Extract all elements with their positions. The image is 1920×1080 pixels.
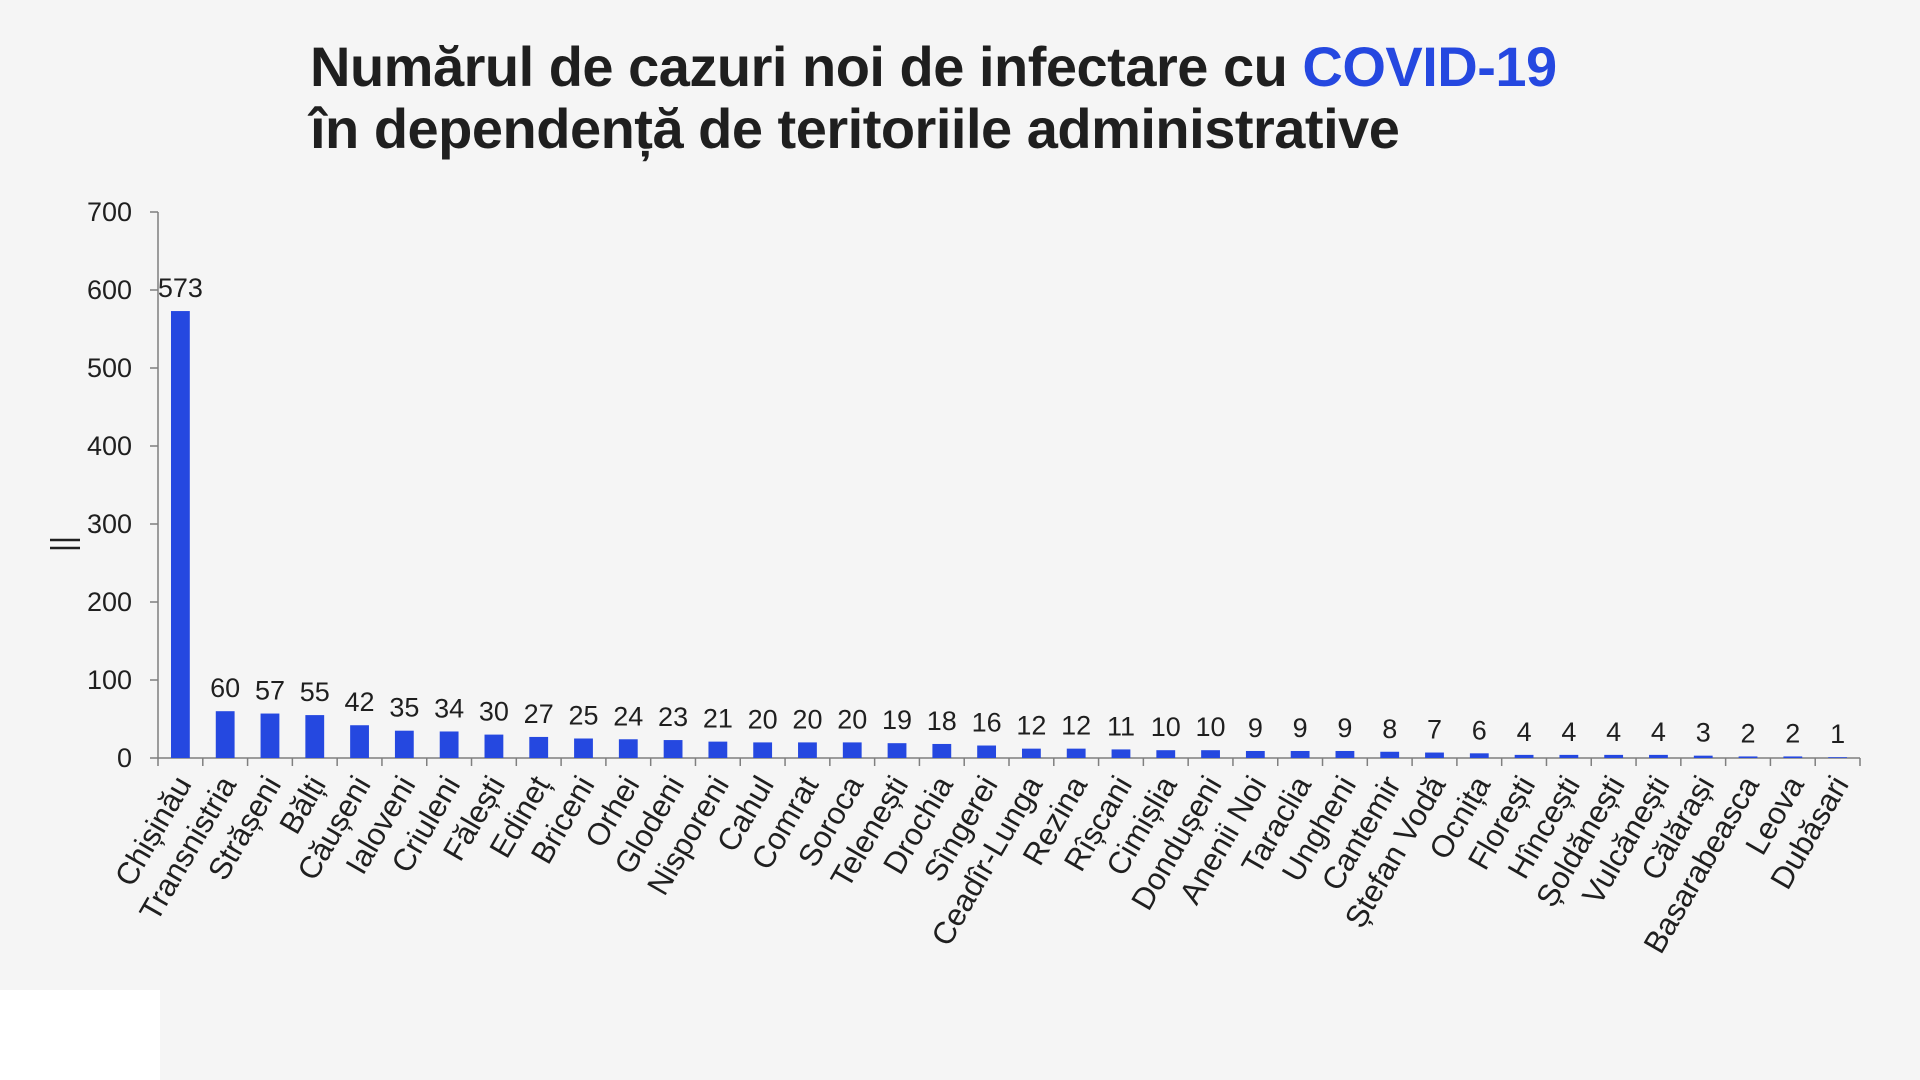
data-label: 11 <box>1107 711 1135 741</box>
y-tick-label: 500 <box>87 353 132 383</box>
y-tick-label: 100 <box>87 665 132 695</box>
bar <box>1604 754 1624 758</box>
bar <box>170 311 190 758</box>
data-label: 34 <box>434 693 464 723</box>
data-label: 20 <box>792 704 822 734</box>
bar <box>350 725 369 758</box>
data-label: 23 <box>658 702 688 732</box>
data-label: 3 <box>1696 718 1711 748</box>
data-label: 57 <box>255 676 285 706</box>
data-label: 9 <box>1293 713 1308 743</box>
bar <box>1469 753 1489 758</box>
y-tick-label: 600 <box>87 275 132 305</box>
bars <box>170 311 1848 758</box>
data-label: 10 <box>1151 712 1181 742</box>
data-label: 4 <box>1651 717 1666 747</box>
y-tick-label: 0 <box>117 743 132 773</box>
data-label: 4 <box>1561 717 1576 747</box>
data-label: 42 <box>345 687 375 717</box>
bar <box>529 736 549 758</box>
data-label: 9 <box>1248 713 1263 743</box>
bar <box>932 743 952 758</box>
title-accent: COVID-19 <box>1302 35 1557 98</box>
bar <box>753 742 773 758</box>
bar <box>305 715 325 758</box>
data-label: 25 <box>568 701 598 731</box>
data-label: 18 <box>927 706 957 736</box>
data-label: 35 <box>389 693 419 723</box>
data-label: 7 <box>1427 715 1442 745</box>
bar <box>260 713 280 758</box>
data-label: 12 <box>1061 711 1091 741</box>
data-label: 55 <box>300 677 330 707</box>
bar <box>887 743 907 758</box>
bar <box>1514 754 1534 758</box>
bar <box>663 740 683 758</box>
y-tick-label: 300 <box>87 509 132 539</box>
bar <box>708 741 728 758</box>
data-label: 2 <box>1741 718 1756 748</box>
bar <box>842 742 862 758</box>
chart-title: Numărul de cazuri noi de infectare cu CO… <box>310 36 1557 160</box>
data-label: 9 <box>1337 713 1352 743</box>
corner-panel <box>0 990 160 1080</box>
bar <box>439 731 459 758</box>
y-tick-label: 400 <box>87 431 132 461</box>
bar <box>1111 749 1131 758</box>
bar <box>1649 754 1668 758</box>
data-label: 573 <box>158 273 203 303</box>
x-axis <box>157 757 1861 766</box>
axis-break-marker <box>50 538 80 550</box>
data-label: 1 <box>1830 719 1845 749</box>
data-label: 27 <box>524 699 554 729</box>
data-label: 6 <box>1472 715 1487 745</box>
bar <box>1693 755 1713 758</box>
data-label: 16 <box>972 708 1002 738</box>
y-axis: 0 100 200 300 400 500 600 700 <box>87 197 159 773</box>
bar <box>1828 757 1848 758</box>
data-label: 24 <box>613 701 643 731</box>
bar <box>1738 756 1758 758</box>
title-line-1: Numărul de cazuri noi de infectare cu CO… <box>310 35 1557 98</box>
bar <box>1335 750 1355 758</box>
data-label: 21 <box>703 704 733 734</box>
bar <box>1245 750 1265 758</box>
category-labels: ChișinăuTransnistriaStrășeniBălțiCăușeni… <box>108 769 1856 959</box>
data-label: 60 <box>210 673 240 703</box>
bar <box>394 730 414 758</box>
data-label: 19 <box>882 705 912 735</box>
bar <box>977 745 997 758</box>
bar <box>1156 750 1176 758</box>
data-label: 20 <box>837 704 867 734</box>
bar <box>618 739 638 758</box>
title-line-2: în dependență de teritoriile administrat… <box>310 97 1400 160</box>
bar <box>1201 750 1220 758</box>
bar <box>215 711 235 758</box>
bar <box>484 734 504 758</box>
bar <box>574 738 593 758</box>
data-label: 2 <box>1785 718 1800 748</box>
bar <box>1066 748 1086 758</box>
bar <box>1425 752 1444 758</box>
bar <box>798 742 817 758</box>
data-label: 30 <box>479 697 509 727</box>
bar <box>1559 754 1579 758</box>
bar <box>1783 756 1803 758</box>
y-tick-label: 700 <box>87 197 132 227</box>
bar <box>1021 748 1041 758</box>
bar <box>1290 750 1310 758</box>
data-label: 10 <box>1196 712 1226 742</box>
data-label: 4 <box>1606 717 1621 747</box>
bar <box>1380 751 1400 758</box>
data-label: 12 <box>1016 711 1046 741</box>
data-label: 20 <box>748 704 778 734</box>
y-tick-label: 200 <box>87 587 132 617</box>
data-label: 4 <box>1517 717 1532 747</box>
title-text: Numărul de cazuri noi de infectare cu <box>310 35 1303 98</box>
data-label: 8 <box>1382 714 1397 744</box>
